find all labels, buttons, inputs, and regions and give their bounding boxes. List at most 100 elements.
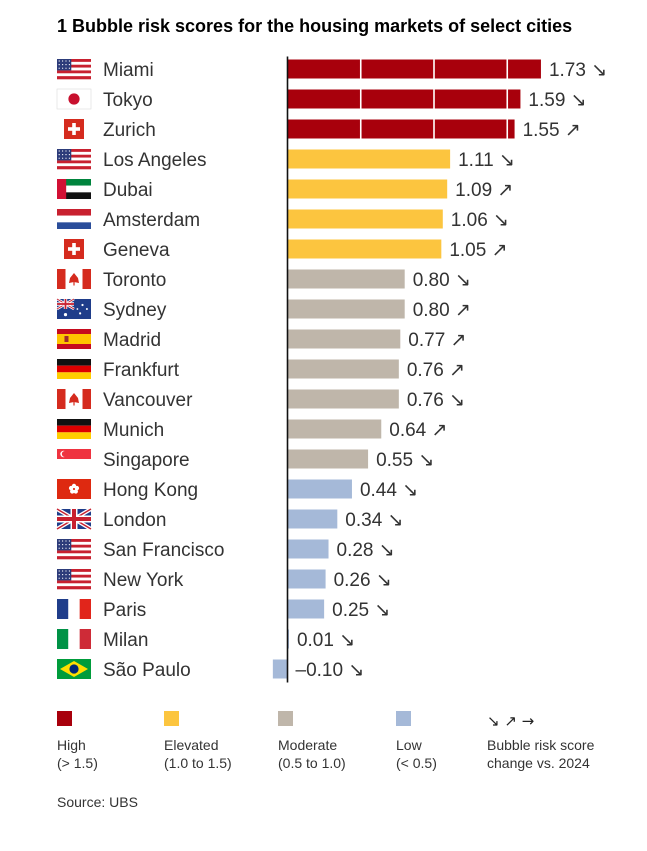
value-label: 0.80 ↗ xyxy=(413,300,471,321)
canada-flag-icon xyxy=(57,269,91,289)
uae-flag-icon xyxy=(57,179,91,199)
city-label: New York xyxy=(103,570,184,591)
bar-row-london: London 0.34 ↘ xyxy=(55,507,403,531)
city-label: Tokyo xyxy=(103,90,153,111)
japan-flag-icon xyxy=(56,88,92,110)
city-label: Vancouver xyxy=(103,390,193,411)
value-label: 0.44 ↘ xyxy=(360,480,418,501)
city-label: Madrid xyxy=(103,330,161,351)
value-label: 0.28 ↘ xyxy=(337,540,395,561)
hongkong-flag-icon xyxy=(57,479,91,499)
legend-label-elevated: Elevated xyxy=(164,737,218,753)
bar-row-san-francisco: San Francisco 0.28 ↘ xyxy=(57,539,395,561)
uk-flag-icon xyxy=(55,507,93,531)
value-label: 1.09 ↗ xyxy=(455,180,513,201)
switzerland-flag-icon xyxy=(64,239,84,259)
bar-rows: Miami 1.73 ↘ Tokyo 1.59 ↘ Zurich 1.55 ↗ Los An… xyxy=(55,59,607,681)
bar-row-paris: Paris 0.25 ↘ xyxy=(57,599,390,621)
legend-label-high: High xyxy=(57,737,86,753)
city-label: Munich xyxy=(103,420,164,441)
value-label: 0.25 ↘ xyxy=(332,600,390,621)
value-label: 0.80 ↘ xyxy=(413,270,471,291)
value-label: 0.76 ↗ xyxy=(407,360,465,381)
netherlands-flag-icon xyxy=(57,209,91,229)
value-label: 1.05 ↗ xyxy=(449,240,507,261)
bar xyxy=(287,539,329,559)
city-label: Paris xyxy=(103,600,146,621)
usa-flag-icon xyxy=(57,539,91,560)
bar-row-tokyo: Tokyo 1.59 ↘ xyxy=(56,88,587,111)
bar-row-frankfurt: Frankfurt 0.76 ↗ xyxy=(57,359,465,381)
legend-label-moderate: Moderate xyxy=(278,737,337,753)
bar-row-sao-paulo: São Paulo –0.10 ↘ xyxy=(57,659,364,681)
value-label: –0.10 ↘ xyxy=(296,660,365,681)
value-label: 1.55 ↗ xyxy=(523,120,581,141)
bar xyxy=(287,179,448,199)
bar xyxy=(272,659,288,679)
value-label: 1.11 ↘ xyxy=(458,150,515,171)
bar xyxy=(287,59,541,79)
bar-row-zurich: Zurich 1.55 ↗ xyxy=(64,119,581,141)
value-label: 0.34 ↘ xyxy=(345,510,403,531)
city-label: Los Angeles xyxy=(103,150,207,171)
city-label: Amsterdam xyxy=(103,210,200,231)
bar-row-hong-kong: Hong Kong 0.44 ↘ xyxy=(57,479,418,501)
legend-label-low: Low xyxy=(396,737,423,753)
value-label: 0.77 ↗ xyxy=(408,330,466,351)
bar xyxy=(287,509,338,529)
bar-row-dubai: Dubai 1.09 ↗ xyxy=(57,179,513,201)
bar-row-geneva: Geneva 1.05 ↗ xyxy=(64,239,508,261)
source-note: Source: UBS xyxy=(57,794,138,810)
value-label: 0.55 ↘ xyxy=(376,450,434,471)
bar xyxy=(287,329,401,349)
value-label: 0.76 ↘ xyxy=(407,390,465,411)
bar xyxy=(287,419,382,439)
city-label: São Paulo xyxy=(103,660,191,681)
legend: High (> 1.5) Elevated (1.0 to 1.5) Moder… xyxy=(57,711,595,771)
value-label: 1.59 ↘ xyxy=(528,90,586,111)
bar-row-toronto: Toronto 0.80 ↘ xyxy=(57,269,471,291)
bar xyxy=(287,449,369,469)
value-label: 1.06 ↘ xyxy=(451,210,509,231)
bar xyxy=(287,389,399,409)
legend-range-elevated: (1.0 to 1.5) xyxy=(164,755,232,771)
city-label: Geneva xyxy=(103,240,170,261)
bar xyxy=(287,119,515,139)
chart-title: 1 Bubble risk scores for the housing mar… xyxy=(57,16,572,36)
bar xyxy=(287,569,326,589)
bar-row-singapore: Singapore 0.55 ↘ xyxy=(57,449,434,471)
value-label: 0.64 ↗ xyxy=(389,420,447,441)
bar xyxy=(287,269,405,289)
city-label: Singapore xyxy=(103,450,190,471)
switzerland-flag-icon xyxy=(64,119,84,139)
bar-row-los-angeles: Los Angeles 1.11 ↘ xyxy=(57,149,515,171)
legend-range-high: (> 1.5) xyxy=(57,755,98,771)
bar-row-sydney: Sydney 0.80 ↗ xyxy=(56,297,471,321)
city-label: Dubai xyxy=(103,180,153,201)
italy-flag-icon xyxy=(57,629,91,649)
brazil-flag-icon xyxy=(57,659,91,679)
usa-flag-icon xyxy=(57,149,91,170)
bar xyxy=(287,359,399,379)
bar-row-vancouver: Vancouver 0.76 ↘ xyxy=(57,389,465,411)
city-label: Frankfurt xyxy=(103,360,180,381)
city-label: Toronto xyxy=(103,270,166,291)
bar xyxy=(287,599,325,619)
legend-swatch-high xyxy=(57,711,72,726)
legend-swatch-low xyxy=(396,711,411,726)
spain-flag-icon xyxy=(57,329,91,349)
city-label: Hong Kong xyxy=(103,480,198,501)
germany-flag-icon xyxy=(57,359,91,379)
australia-flag-icon xyxy=(56,297,91,319)
city-label: Sydney xyxy=(103,300,167,321)
bar xyxy=(287,149,451,169)
bar-row-milan: Milan 0.01 ↘ xyxy=(57,629,355,651)
singapore-flag-icon xyxy=(57,449,91,469)
bar xyxy=(287,89,521,109)
city-label: Milan xyxy=(103,630,148,651)
bar-row-miami: Miami 1.73 ↘ xyxy=(57,59,607,81)
bar xyxy=(287,239,442,259)
legend-change-arrows: ↘ ↗ → xyxy=(487,712,534,730)
france-flag-icon xyxy=(57,599,91,619)
